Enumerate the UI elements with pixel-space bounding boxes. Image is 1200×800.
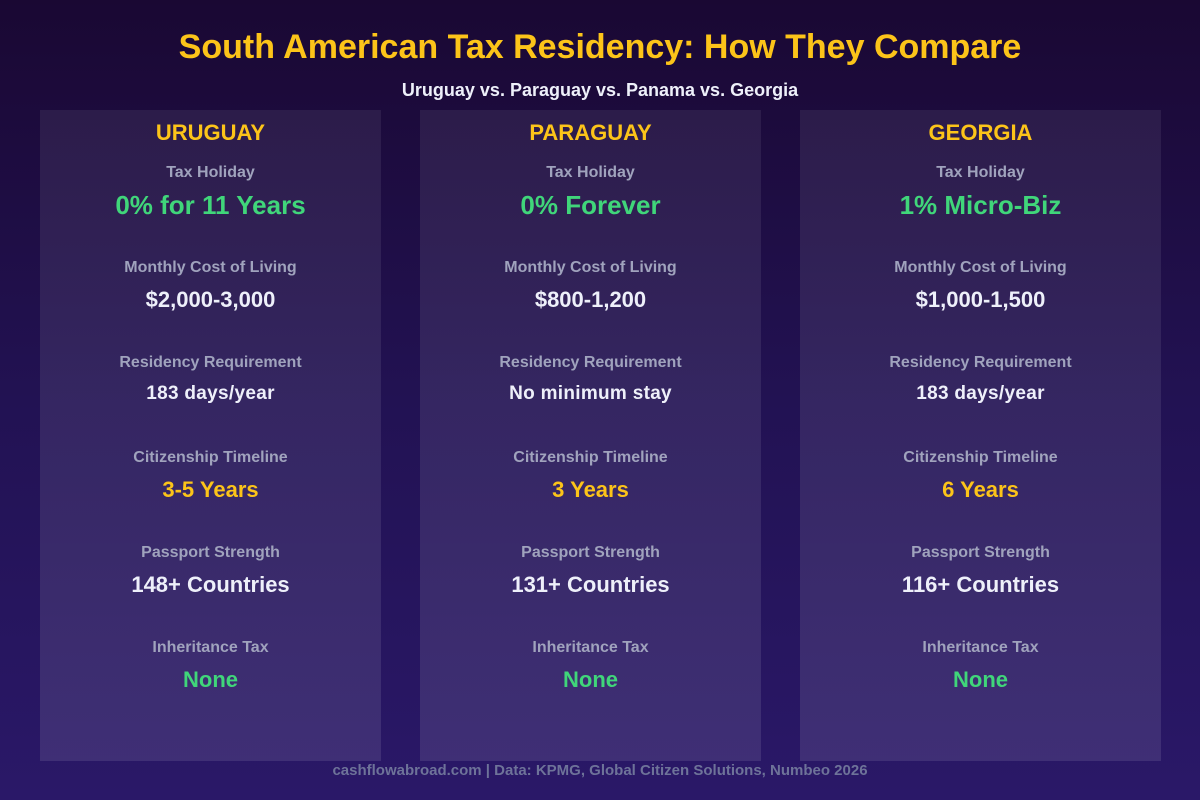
metric-label: Citizenship Timeline (903, 449, 1058, 466)
metric-row: Tax Holiday 0% Forever (420, 164, 761, 221)
metric-row: Monthly Cost of Living $800-1,200 (420, 259, 761, 313)
metric-row: Tax Holiday 0% for 11 Years (40, 164, 381, 221)
metric-value: 131+ Countries (511, 572, 670, 597)
metric-value: None (563, 667, 618, 692)
metric-value: 183 days/year (146, 383, 275, 404)
metric-value: 0% for 11 Years (115, 190, 306, 220)
country-card-paraguay: PARAGUAY Tax Holiday 0% Forever Monthly Cos… (420, 110, 761, 761)
metric-label: Passport Strength (141, 544, 280, 561)
metric-label: Citizenship Timeline (513, 449, 668, 466)
country-card-uruguay: URUGUAY Tax Holiday 0% for 11 Years Monthly… (40, 110, 381, 761)
metric-value: 0% Forever (520, 190, 661, 220)
metric-value: None (953, 667, 1008, 692)
metric-label: Monthly Cost of Living (124, 259, 297, 276)
metric-label: Monthly Cost of Living (504, 259, 677, 276)
metric-value: 6 Years (942, 477, 1019, 502)
metric-row: Residency Requirement 183 days/year (40, 354, 381, 405)
metric-row: Inheritance Tax None (40, 639, 381, 693)
metric-label: Inheritance Tax (922, 639, 1039, 656)
metric-label: Residency Requirement (499, 354, 682, 371)
metric-row: Citizenship Timeline 3 Years (420, 449, 761, 503)
country-name: GEORGIA (928, 120, 1033, 145)
metric-label: Tax Holiday (936, 164, 1025, 181)
metric-row: Inheritance Tax None (800, 639, 1161, 693)
metric-row: Residency Requirement No minimum stay (420, 354, 761, 405)
metric-value: 3-5 Years (162, 477, 259, 502)
metric-value: $800-1,200 (534, 287, 647, 312)
metric-row: Passport Strength 131+ Countries (420, 544, 761, 598)
metric-value: 3 Years (552, 477, 629, 502)
metric-row: Monthly Cost of Living $1,000-1,500 (800, 259, 1161, 313)
metric-value: 148+ Countries (131, 572, 290, 597)
metric-label: Citizenship Timeline (133, 449, 288, 466)
metric-row: Passport Strength 148+ Countries (40, 544, 381, 598)
page-title: South American Tax Residency: How They C… (178, 28, 1022, 66)
metric-row: Monthly Cost of Living $2,000-3,000 (40, 259, 381, 313)
metric-value: $2,000-3,000 (145, 287, 276, 312)
metric-label: Tax Holiday (166, 164, 255, 181)
country-name: URUGUAY (155, 120, 266, 145)
metric-row: Tax Holiday 1% Micro-Biz (800, 164, 1161, 221)
metric-label: Tax Holiday (546, 164, 635, 181)
metric-value: 1% Micro-Biz (899, 190, 1062, 220)
metric-value: None (183, 667, 238, 692)
metric-label: Inheritance Tax (152, 639, 269, 656)
country-name: PARAGUAY (529, 120, 652, 145)
metric-label: Passport Strength (521, 544, 660, 561)
footer-source: cashflowabroad.com | Data: KPMG, Global … (332, 762, 868, 779)
metric-row: Citizenship Timeline 6 Years (800, 449, 1161, 503)
country-card-georgia: GEORGIA Tax Holiday 1% Micro-Biz Monthly Co… (800, 110, 1161, 761)
metric-row: Passport Strength 116+ Countries (800, 544, 1161, 598)
metric-label: Monthly Cost of Living (894, 259, 1067, 276)
metric-label: Residency Requirement (119, 354, 302, 371)
metric-row: Inheritance Tax None (420, 639, 761, 693)
metric-label: Passport Strength (911, 544, 1050, 561)
metric-label: Residency Requirement (889, 354, 1072, 371)
metric-value: 183 days/year (916, 383, 1045, 404)
metric-value: $1,000-1,500 (915, 287, 1046, 312)
metric-value: No minimum stay (509, 383, 672, 404)
page-subtitle: Uruguay vs. Paraguay vs. Panama vs. Geor… (401, 80, 799, 100)
metric-value: 116+ Countries (901, 572, 1060, 597)
metric-label: Inheritance Tax (532, 639, 649, 656)
metric-row: Residency Requirement 183 days/year (800, 354, 1161, 405)
metric-row: Citizenship Timeline 3-5 Years (40, 449, 381, 503)
